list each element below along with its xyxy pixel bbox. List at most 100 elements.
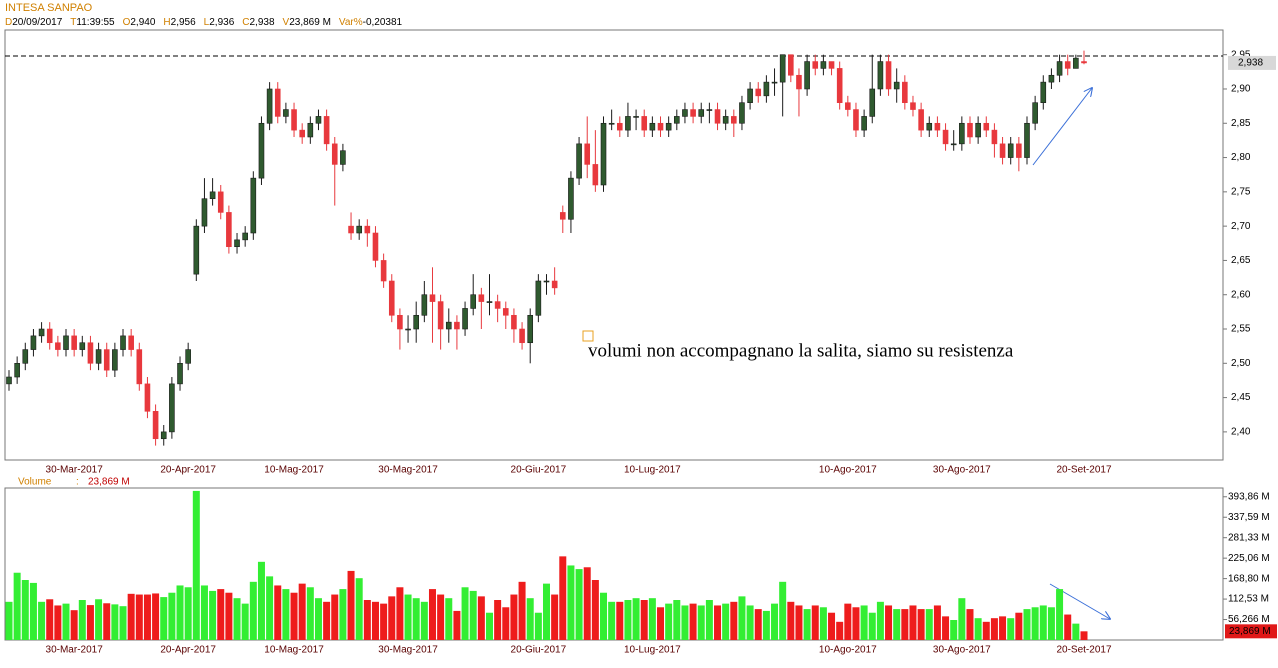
candle-body: [380, 260, 387, 282]
candle-body: [511, 314, 517, 330]
candle-body: [959, 122, 965, 145]
volume-bar: [111, 604, 119, 640]
candle-body: [1048, 74, 1055, 83]
volume-bar: [38, 601, 46, 640]
volume-bar: [1080, 631, 1088, 640]
candle-body: [128, 335, 134, 350]
y-tick-label: 2,65: [1231, 255, 1251, 266]
candle-body: [600, 122, 607, 186]
candle-body: [910, 102, 916, 110]
candle-body: [950, 143, 957, 146]
candle-body: [437, 301, 444, 330]
candle-body: [71, 335, 77, 350]
candle-body: [63, 335, 69, 350]
candle-body: [201, 198, 208, 227]
volume-bar: [754, 609, 762, 640]
candle-body: [421, 294, 428, 316]
candle-body: [543, 280, 550, 283]
volume-bar: [274, 585, 282, 640]
volume-bar: [583, 567, 591, 640]
info-value: 2,956: [171, 17, 196, 28]
candle-body: [665, 122, 672, 131]
volume-bar: [632, 598, 640, 640]
candle-body: [559, 212, 566, 220]
candle-body: [568, 177, 574, 220]
candle-body: [828, 61, 835, 69]
candle-body: [836, 68, 843, 103]
candle-body: [934, 122, 941, 131]
volume-bar: [705, 600, 713, 640]
candle-body: [535, 280, 542, 316]
volume-bar: [551, 594, 559, 640]
volume-bar: [518, 581, 526, 640]
volume-bar: [966, 609, 974, 640]
candle-body: [942, 129, 949, 145]
volume-bar: [46, 599, 54, 640]
candle-body: [706, 109, 713, 111]
candle-body: [307, 122, 314, 138]
candle-body: [1064, 61, 1071, 69]
volume-bar: [624, 600, 632, 640]
volume-bar: [241, 603, 249, 640]
candle-body: [14, 363, 20, 378]
volume-bar: [982, 621, 990, 640]
y-tick-label: 281,33 M: [1228, 532, 1270, 543]
volume-bar: [282, 589, 290, 640]
volume-bar: [901, 609, 909, 640]
y-tick-label: 337,59 M: [1228, 512, 1270, 523]
candle-body: [608, 122, 615, 125]
info-value: 2,936: [209, 17, 234, 28]
candle-body: [331, 143, 338, 165]
candle-body: [633, 116, 639, 118]
candle-body: [364, 225, 371, 234]
volume-bar: [876, 601, 884, 640]
volume-bar: [339, 589, 347, 640]
candle-body: [46, 328, 53, 344]
volume-bar: [942, 616, 950, 640]
candle-body: [714, 109, 721, 124]
volume-bar: [893, 609, 901, 640]
candle-body: [698, 109, 705, 117]
volume-bar: [469, 590, 477, 640]
volume-bar: [543, 583, 550, 640]
candle-body: [975, 122, 981, 138]
volume-current: 23,869 M: [88, 477, 130, 488]
info-value: 2,938: [250, 17, 275, 28]
volume-bar: [388, 596, 396, 640]
volume-bar: [648, 598, 656, 640]
candle-body: [177, 363, 183, 385]
candle-body: [103, 349, 110, 371]
candle-body: [283, 109, 289, 117]
current-volume: 23,869 M: [1229, 626, 1271, 637]
volume-bar: [290, 592, 298, 640]
candle-body: [340, 150, 346, 165]
candle-body: [820, 61, 827, 69]
info-value: 11:39:55: [76, 17, 115, 28]
volume-bar: [29, 582, 37, 640]
volume-bar: [665, 603, 673, 640]
volume-bar: [640, 600, 648, 640]
volume-bar: [958, 598, 966, 640]
candle-body: [397, 314, 403, 330]
volume-bar: [762, 610, 770, 640]
x-tick-label: 20-Apr-2017: [160, 465, 216, 476]
volume-bar: [852, 607, 860, 640]
x-tick-label: 30-Ago-2017: [933, 465, 991, 476]
volume-bar: [811, 605, 819, 640]
volume-bar: [1047, 607, 1055, 640]
volume-bar: [673, 600, 681, 640]
volume-bar: [1015, 612, 1023, 640]
candle-body: [877, 61, 884, 90]
volume-bar: [1072, 623, 1080, 640]
volume-bar: [420, 601, 428, 640]
candle-body: [348, 225, 354, 234]
volume-bar: [445, 598, 453, 640]
volume-bar: [54, 605, 62, 640]
x-tick-label: 30-Mag-2017: [378, 465, 438, 476]
info-key: Var%: [339, 17, 363, 28]
y-tick-label: 112,53 M: [1228, 594, 1269, 605]
volume-bar: [885, 605, 893, 640]
volume-bar: [722, 603, 730, 640]
candle-body: [649, 122, 656, 131]
volume-title: Volume: [18, 477, 52, 488]
